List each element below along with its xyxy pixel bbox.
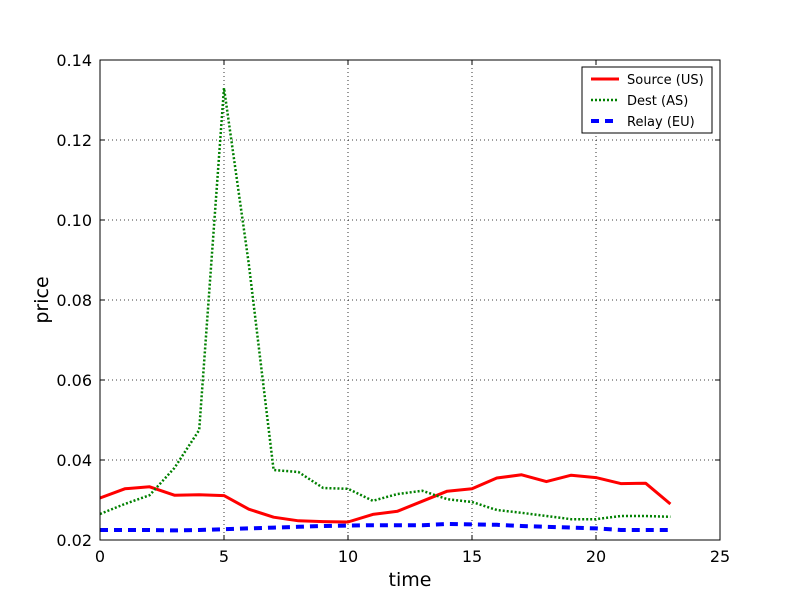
y-tick-label: 0.08: [56, 291, 92, 310]
x-tick-label: 20: [586, 547, 606, 566]
y-tick-label: 0.02: [56, 531, 92, 550]
x-tick-label: 10: [338, 547, 358, 566]
legend-label: Dest (AS): [627, 94, 688, 109]
y-axis-label: price: [31, 276, 53, 323]
y-tick-label: 0.12: [56, 131, 92, 150]
x-tick-label: 25: [710, 547, 730, 566]
series-lines: [99, 86, 672, 533]
x-tick-label: 0: [95, 547, 105, 566]
legend: Source (US) Dest (AS) Relay (EU): [581, 66, 713, 134]
legend-label: Relay (EU): [627, 115, 695, 130]
series-line-2: [100, 522, 671, 533]
y-tick-label: 0.14: [56, 51, 92, 70]
legend-label: Source (US): [627, 73, 704, 88]
x-axis-label: time: [389, 569, 432, 591]
x-tick-label: 15: [462, 547, 482, 566]
axis-ticks: 0 5 10 15 20 25 0.02 0.04 0.06 0.08 0.10 0.12 0.14: [56, 51, 730, 566]
y-tick-label: 0.10: [56, 211, 92, 230]
series-line-0: [99, 473, 672, 524]
y-tick-label: 0.04: [56, 451, 92, 470]
y-tick-label: 0.06: [56, 371, 92, 390]
x-tick-label: 5: [219, 547, 229, 566]
series-line-1: [99, 86, 671, 521]
